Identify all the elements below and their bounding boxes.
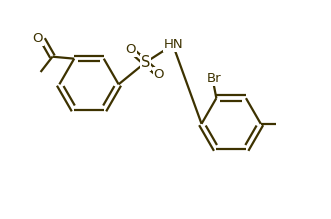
Text: O: O <box>153 68 164 81</box>
Text: Br: Br <box>207 72 222 85</box>
Text: O: O <box>32 32 43 45</box>
Text: HN: HN <box>164 38 184 51</box>
Text: S: S <box>141 55 150 70</box>
Text: O: O <box>126 43 136 56</box>
